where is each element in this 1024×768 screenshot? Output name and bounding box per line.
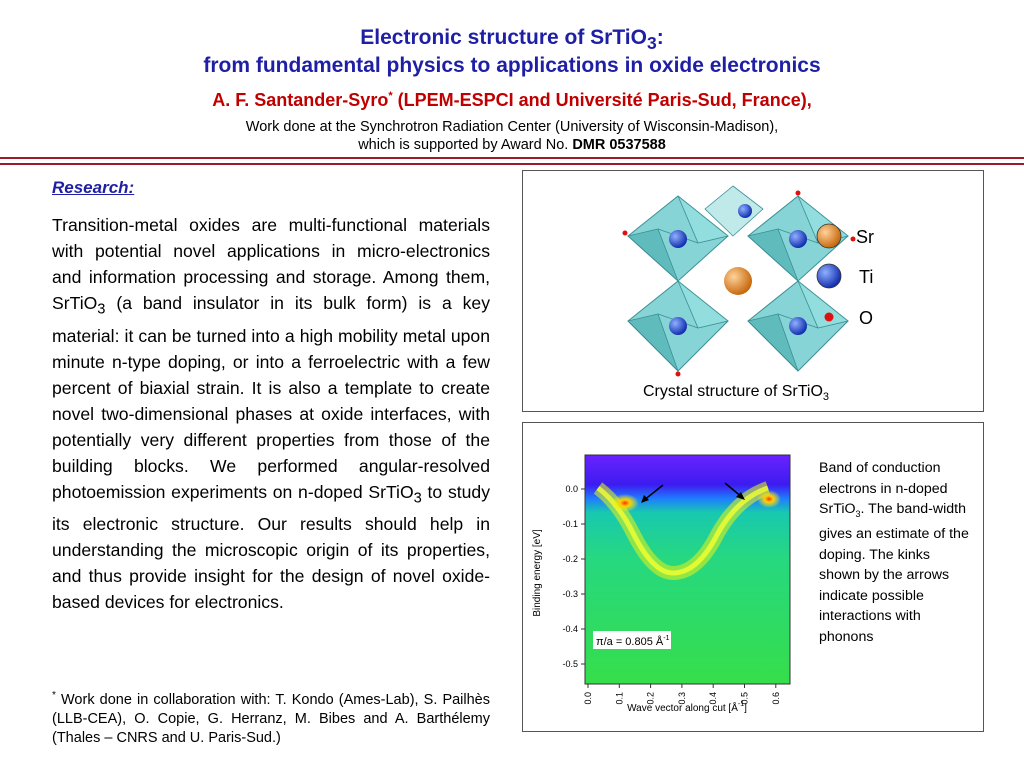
band-description: Band of conduction electrons in n-doped … xyxy=(819,460,969,645)
octahedron-bottom-right xyxy=(747,280,849,372)
legend-ti-label: Ti xyxy=(859,267,874,287)
arpes-plot: 0.0-0.1-0.2-0.3-0.4-0.5 0.0 0.1 0.2 0.3 0.4 0… xyxy=(532,454,791,714)
y-axis-label: Binding energy [eV] xyxy=(532,529,543,617)
work-line-1: Work done at the Synchrotron Radiation C… xyxy=(245,119,779,135)
octahedron-back-top xyxy=(704,185,764,237)
divider-bottom xyxy=(0,163,1024,165)
title-line-1: Electronic structure of SrTiO3: xyxy=(360,26,664,54)
research-heading: Research: xyxy=(52,178,135,197)
plot-frame xyxy=(584,454,791,685)
octahedron-top-right xyxy=(747,195,849,282)
octahedron-top-left xyxy=(627,195,729,282)
y-tick-label: -0.5 xyxy=(562,659,578,669)
y-tick-label: -0.4 xyxy=(562,624,578,634)
legend-ti-marker xyxy=(816,263,842,289)
legend-o-label: O xyxy=(859,308,874,328)
legend-sr-marker xyxy=(816,223,842,249)
collaboration-footnote: * Work done in collaboration with: T. Ko… xyxy=(52,690,490,746)
y-tick-label: -0.3 xyxy=(562,589,578,599)
research-paragraph: Transition-metal oxides are multi-functi… xyxy=(52,215,490,613)
y-tick-label: -0.2 xyxy=(562,554,578,564)
x-axis-label: Wave vector along cut [Å-1] xyxy=(627,701,747,714)
annotation-box xyxy=(593,631,671,649)
legend-o-marker xyxy=(824,312,834,322)
legend-sr-label: Sr xyxy=(856,227,874,247)
divider-top xyxy=(0,157,1024,159)
x-tick-label: 0.5 xyxy=(740,692,750,705)
octahedron-bottom-left xyxy=(627,280,729,372)
o-atom xyxy=(795,190,801,196)
conduction-band-core xyxy=(596,485,769,576)
x-tick-label: 0.0 xyxy=(583,692,593,705)
o-atom xyxy=(850,236,856,242)
kink-arrow-left-head xyxy=(641,495,649,503)
work-info: Work done at the Synchrotron Radiation C… xyxy=(0,118,1024,154)
crystal-structure-image xyxy=(622,185,856,377)
y-axis: 0.0 -0.1 -0.2 -0.3 -0.4 -0.5 xyxy=(562,484,585,669)
author-line: A. F. Santander-Syro* (LPEM-ESPCI and Un… xyxy=(212,90,812,110)
kink-hotspot-left xyxy=(611,494,639,512)
title-line-2: from fundamental physics to applications… xyxy=(203,54,821,77)
pi-over-a-annotation: π/a = 0.805 Å-1 xyxy=(596,635,670,648)
o-atom xyxy=(622,230,628,236)
work-line-2: which is supported by Award No. DMR 0537… xyxy=(358,137,666,153)
y-tick-label: 0.0 xyxy=(565,484,578,494)
x-tick-label: 0.1 xyxy=(614,692,624,705)
award-number: DMR 0537588 xyxy=(572,137,666,153)
x-tick-label: 0.4 xyxy=(708,692,718,705)
x-tick-label: 0.3 xyxy=(677,692,687,705)
atom-legend xyxy=(816,223,842,322)
x-axis: 0.0 0.1 0.2 0.3 0.4 0.5 0.6 xyxy=(583,684,781,705)
o-atom xyxy=(675,371,681,377)
kink-arrow-right-head xyxy=(736,492,745,500)
x-tick-label: 0.6 xyxy=(771,692,781,705)
y-tick-label: -0.1 xyxy=(562,519,578,529)
kink-hotspot-right xyxy=(757,490,781,508)
crystal-panel: Sr Ti O Crystal structure of SrTiO3 xyxy=(522,170,984,412)
arpes-panel: 0.0 -0.1 -0.2 -0.3 -0.4 -0.5 0.0 0.1 0.2 0.3 0.4 0… xyxy=(522,422,984,732)
x-tick-label: 0.2 xyxy=(646,692,656,705)
sr-atom xyxy=(724,267,752,295)
crystal-caption: Crystal structure of SrTiO3 xyxy=(643,383,830,404)
